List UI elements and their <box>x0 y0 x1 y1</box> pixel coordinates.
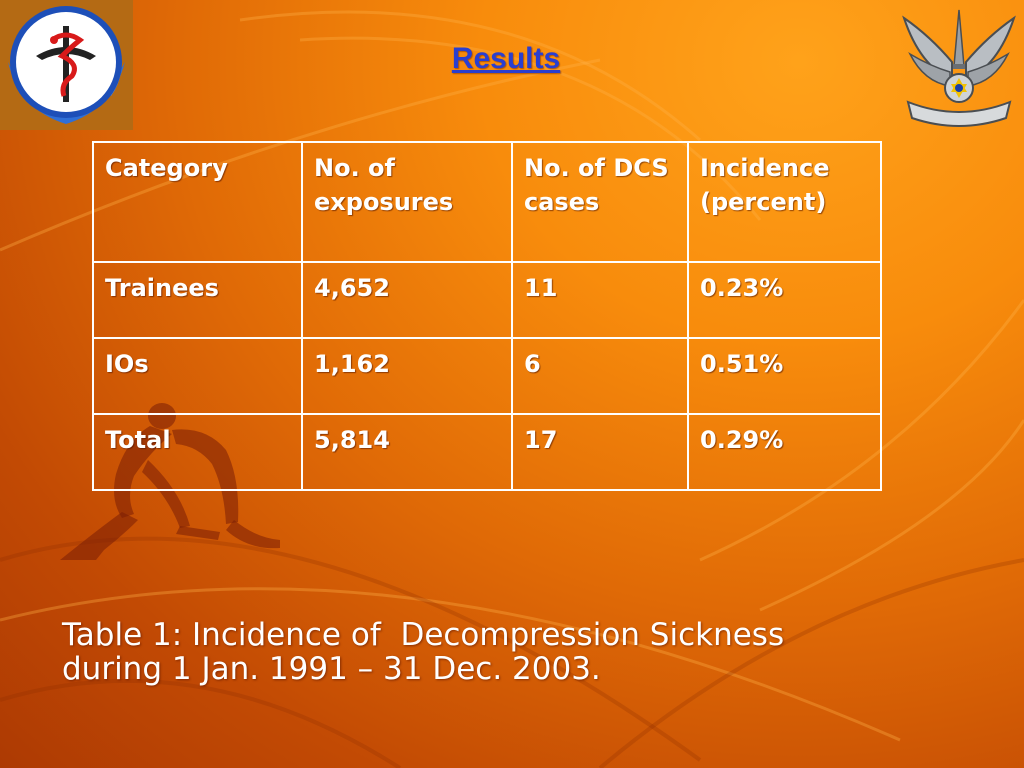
cell-category: Trainees <box>92 261 303 339</box>
cell-exposures: 5,814 <box>301 413 513 491</box>
table-header-row: Category No. of exposures No. of DCS cas… <box>92 141 882 263</box>
table-row: IOs 1,162 6 0.51% <box>92 337 882 415</box>
table-row: Trainees 4,652 11 0.23% <box>92 261 882 339</box>
header-incidence: Incidence (percent) <box>687 141 882 263</box>
results-table: Category No. of exposures No. of DCS cas… <box>92 141 882 491</box>
medical-corps-emblem-icon <box>8 6 125 124</box>
cell-exposures: 1,162 <box>301 337 513 415</box>
cell-dcs-cases: 11 <box>511 261 689 339</box>
cell-exposures: 4,652 <box>301 261 513 339</box>
cell-dcs-cases: 6 <box>511 337 689 415</box>
cell-incidence: 0.29% <box>687 413 882 491</box>
header-dcs-cases: No. of DCS cases <box>511 141 689 263</box>
cell-dcs-cases: 17 <box>511 413 689 491</box>
header-category: Category <box>92 141 303 263</box>
medical-corps-emblem <box>0 0 133 130</box>
table-caption: Table 1: Incidence of Decompression Sick… <box>62 618 962 686</box>
cell-category: IOs <box>92 337 303 415</box>
air-force-emblem-icon <box>902 9 1016 127</box>
cell-incidence: 0.23% <box>687 261 882 339</box>
air-force-emblem <box>900 6 1018 136</box>
caption-line-1: Table 1: Incidence of Decompression Sick… <box>62 617 785 653</box>
table-row: Total 5,814 17 0.29% <box>92 413 882 491</box>
slide-title: Results <box>451 42 561 75</box>
cell-category: Total <box>92 413 303 491</box>
cell-incidence: 0.51% <box>687 337 882 415</box>
header-exposures: No. of exposures <box>301 141 513 263</box>
caption-line-2: during 1 Jan. 1991 – 31 Dec. 2003. <box>62 651 601 687</box>
